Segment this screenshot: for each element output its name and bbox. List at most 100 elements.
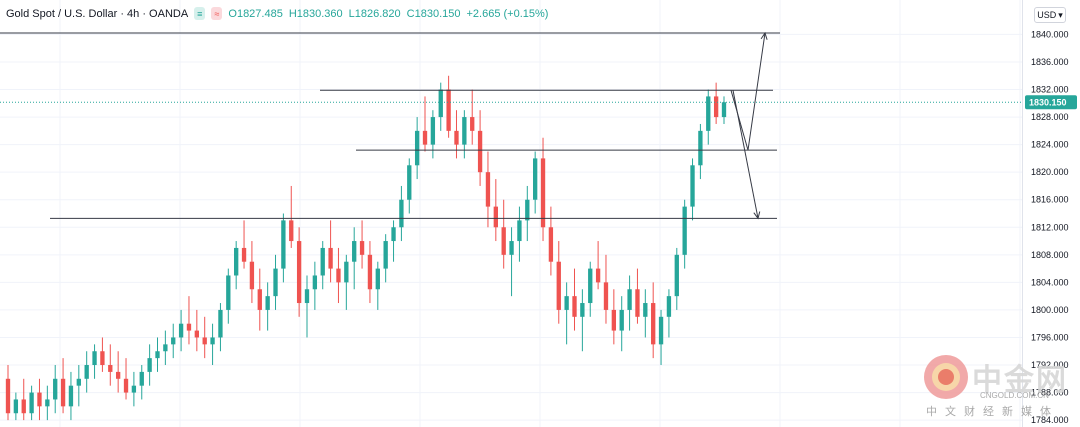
price-tick-label: 1828.000 — [1031, 112, 1069, 122]
candle-body — [509, 241, 514, 255]
candle-body — [603, 282, 609, 310]
compare-icon[interactable]: ≈ — [211, 7, 223, 20]
candle-body — [635, 289, 640, 317]
candle-body — [477, 130, 483, 173]
price-tick-label: 1816.000 — [1031, 195, 1069, 205]
candle-body — [139, 371, 144, 386]
candle-body — [564, 296, 569, 310]
candle-body — [336, 268, 341, 283]
price-tick-label: 1836.000 — [1031, 57, 1069, 67]
candle-body — [281, 220, 286, 269]
open-value: O1827.485 — [228, 7, 283, 20]
price-tick-label: 1800.000 — [1031, 305, 1069, 315]
candle-body — [367, 254, 373, 290]
candle-body — [422, 130, 428, 145]
price-tick-label: 1796.000 — [1031, 332, 1069, 342]
candle-body — [218, 309, 223, 338]
arrow-head-up — [760, 31, 768, 40]
candle-body — [108, 365, 113, 372]
candle-body — [658, 316, 664, 345]
candle-body — [517, 220, 522, 242]
candle-body — [186, 323, 192, 331]
candle-body — [84, 365, 89, 379]
candle-body — [163, 344, 168, 352]
candle-body — [666, 296, 672, 317]
candle-body — [399, 199, 404, 228]
close-value: C1830.150 — [406, 7, 461, 20]
price-tick-label: 1808.000 — [1031, 250, 1069, 260]
drawings[interactable] — [0, 31, 780, 220]
indicator-icon[interactable]: ≡ — [194, 7, 206, 20]
candle-body — [53, 378, 58, 400]
candle-body — [265, 296, 270, 310]
symbol-title[interactable]: Gold Spot / U.S. Dollar · 4h · OANDA — [6, 7, 189, 20]
candle-body — [706, 96, 711, 131]
price-tick-label: 1824.000 — [1031, 140, 1069, 150]
chevron-down-icon: ▾ — [1058, 9, 1063, 20]
change-value: +2.665 (+0.15%) — [466, 7, 549, 20]
candle-body — [76, 378, 81, 386]
candle-body — [178, 323, 184, 338]
candle-body — [29, 392, 34, 414]
last-price-label: 1830.150 — [1029, 97, 1067, 107]
candle-body — [595, 268, 601, 283]
chart-area[interactable] — [0, 0, 1022, 427]
price-tick-label: 1812.000 — [1031, 222, 1069, 232]
candle-body — [273, 268, 278, 297]
candle-body — [446, 89, 451, 131]
candle-body — [234, 247, 239, 276]
projection-path-up — [730, 32, 766, 151]
candle-body — [202, 337, 207, 345]
candle-body — [352, 241, 357, 262]
high-value: H1830.360 — [288, 7, 343, 20]
candle-body — [548, 227, 554, 262]
candle-body — [619, 309, 624, 331]
candle-body — [115, 371, 121, 379]
arrow-head-down — [753, 211, 761, 220]
candle-body — [5, 378, 11, 414]
candle-body — [588, 268, 593, 304]
candle-body — [68, 385, 74, 407]
price-tick-label: 1840.000 — [1031, 29, 1069, 39]
candle-body — [249, 261, 255, 290]
price-axis-svg: 1840.000 1836.000 1832.000 1828.000 1824.000… — [1025, 29, 1077, 425]
candle-body — [651, 303, 656, 345]
currency-selector[interactable]: USD ▾ — [1034, 7, 1066, 23]
candle-body — [171, 337, 176, 345]
candle-body — [13, 399, 19, 414]
price-tick-label: 1792.000 — [1031, 360, 1069, 370]
candle-body — [383, 241, 388, 269]
candle-body — [407, 165, 412, 200]
price-chart[interactable] — [0, 0, 1022, 427]
candle-body — [194, 330, 199, 338]
candle-body — [60, 378, 66, 407]
candle-body — [540, 158, 546, 228]
candle-body — [462, 117, 467, 145]
candle-body — [92, 351, 97, 366]
candle-body — [21, 399, 26, 414]
candle-body — [525, 199, 530, 221]
candle-body — [131, 385, 137, 393]
candle-body — [344, 261, 349, 283]
grid — [0, 0, 1022, 427]
price-tick-label: 1832.000 — [1031, 85, 1069, 95]
candle-body — [438, 89, 443, 118]
candle-body — [643, 303, 648, 317]
price-axis[interactable]: 1840.000 1836.000 1832.000 1828.000 1824.000… — [1022, 0, 1080, 427]
currency-label: USD — [1037, 10, 1057, 20]
candle-body — [698, 130, 703, 166]
candle-body — [454, 130, 459, 145]
price-tick-label: 1784.000 — [1031, 415, 1069, 425]
candle-body — [414, 130, 420, 166]
candle-body — [328, 247, 333, 269]
candle-body — [533, 158, 538, 200]
candle-body — [312, 275, 318, 290]
candle-body — [501, 227, 506, 255]
candle-body — [123, 378, 129, 393]
candle-body — [289, 220, 294, 242]
candle-body — [430, 117, 436, 145]
candle-body — [359, 241, 365, 255]
projection-path-down — [732, 90, 759, 219]
candle-body — [320, 247, 325, 276]
candle-body — [713, 96, 719, 118]
